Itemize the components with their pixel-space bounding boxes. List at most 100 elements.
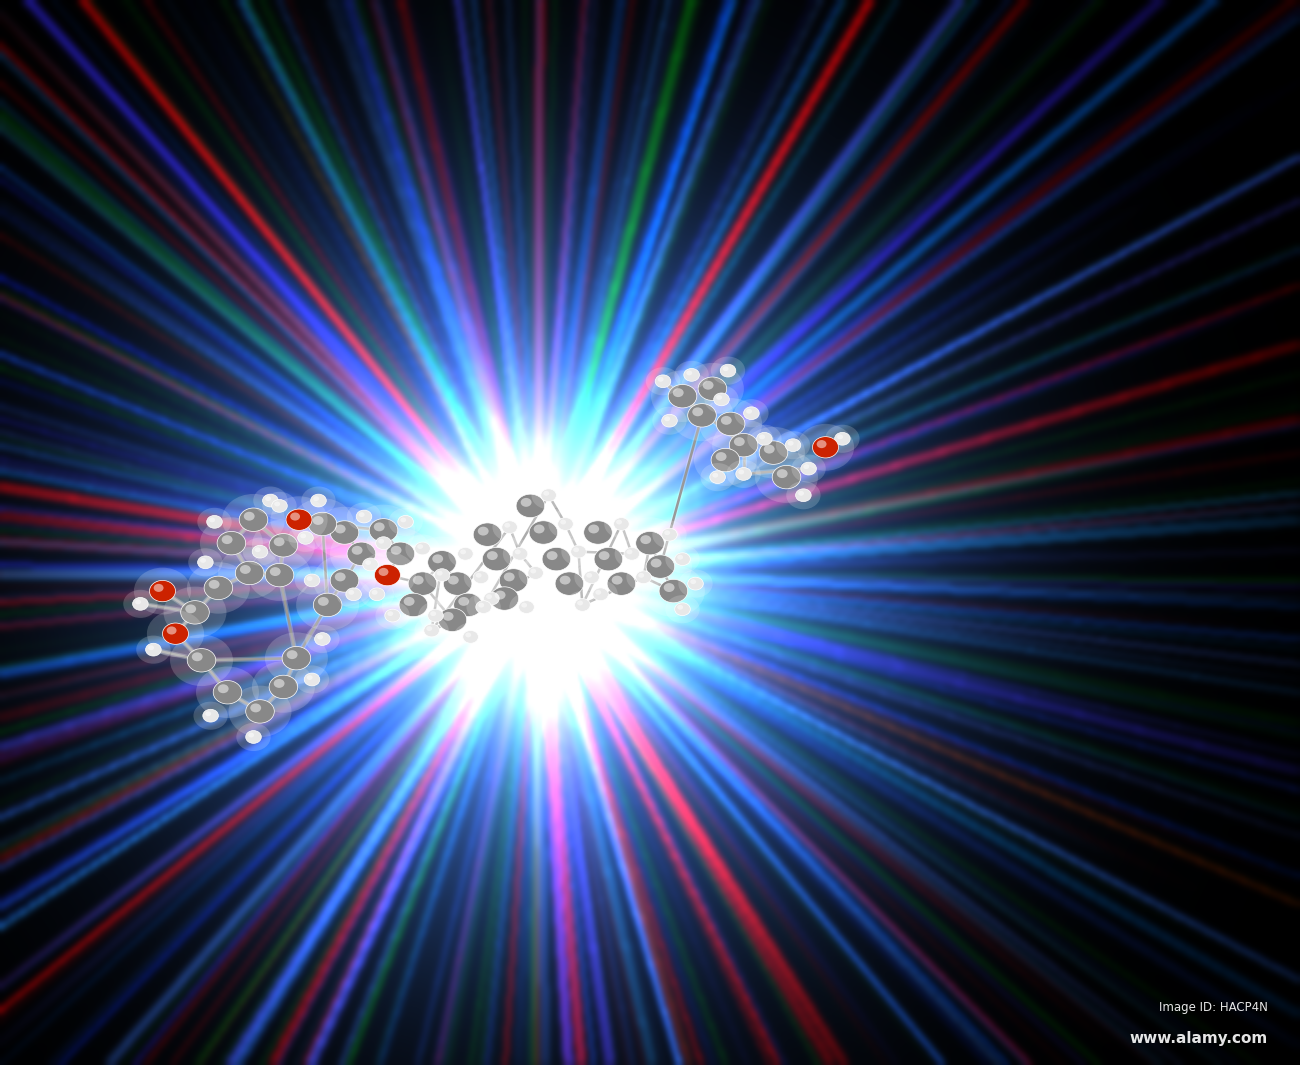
Circle shape xyxy=(272,499,287,512)
Circle shape xyxy=(181,601,209,624)
Circle shape xyxy=(382,579,445,630)
Circle shape xyxy=(218,547,281,599)
Circle shape xyxy=(759,435,764,439)
Circle shape xyxy=(243,538,277,566)
Circle shape xyxy=(757,432,772,445)
Circle shape xyxy=(835,432,850,445)
Circle shape xyxy=(530,569,536,573)
Circle shape xyxy=(359,552,416,599)
Circle shape xyxy=(187,649,216,672)
Circle shape xyxy=(265,633,328,684)
Circle shape xyxy=(495,591,506,600)
Circle shape xyxy=(619,518,681,569)
Circle shape xyxy=(698,377,727,400)
Circle shape xyxy=(317,635,322,639)
Circle shape xyxy=(677,605,683,609)
Circle shape xyxy=(529,521,558,544)
Circle shape xyxy=(712,420,775,471)
Circle shape xyxy=(356,510,372,523)
Circle shape xyxy=(136,636,170,663)
Circle shape xyxy=(459,597,469,606)
Circle shape xyxy=(738,470,744,474)
Circle shape xyxy=(255,547,260,552)
Circle shape xyxy=(313,507,376,558)
Circle shape xyxy=(363,558,378,571)
Circle shape xyxy=(391,558,454,609)
Circle shape xyxy=(290,512,300,521)
Circle shape xyxy=(200,558,205,562)
Circle shape xyxy=(263,492,296,520)
Circle shape xyxy=(716,395,722,399)
Circle shape xyxy=(482,555,545,606)
Circle shape xyxy=(282,646,311,670)
Circle shape xyxy=(438,608,467,632)
Circle shape xyxy=(512,507,575,558)
Circle shape xyxy=(311,494,326,507)
Circle shape xyxy=(727,460,760,488)
Circle shape xyxy=(367,529,400,557)
Circle shape xyxy=(187,562,250,613)
Circle shape xyxy=(443,612,454,621)
Circle shape xyxy=(207,515,222,528)
Circle shape xyxy=(437,579,499,630)
Circle shape xyxy=(411,537,473,588)
Circle shape xyxy=(664,584,675,592)
Circle shape xyxy=(265,563,294,587)
Circle shape xyxy=(690,579,696,584)
Circle shape xyxy=(627,550,632,554)
Circle shape xyxy=(186,605,196,613)
Circle shape xyxy=(360,580,394,608)
Circle shape xyxy=(688,404,716,427)
Circle shape xyxy=(558,518,573,530)
Circle shape xyxy=(252,545,268,558)
Circle shape xyxy=(474,585,508,612)
Circle shape xyxy=(298,531,313,544)
Circle shape xyxy=(798,491,803,495)
Circle shape xyxy=(204,576,233,600)
Circle shape xyxy=(289,524,322,552)
Circle shape xyxy=(560,576,571,585)
Circle shape xyxy=(677,555,683,559)
Circle shape xyxy=(673,389,684,397)
Circle shape xyxy=(150,580,176,602)
Circle shape xyxy=(716,412,745,436)
Circle shape xyxy=(614,518,629,530)
Circle shape xyxy=(547,552,558,560)
Circle shape xyxy=(671,390,733,441)
Circle shape xyxy=(124,590,157,618)
Circle shape xyxy=(486,594,491,599)
Circle shape xyxy=(604,510,638,538)
Circle shape xyxy=(337,580,370,608)
Circle shape xyxy=(532,481,566,509)
Circle shape xyxy=(646,367,680,395)
Circle shape xyxy=(465,633,471,637)
Circle shape xyxy=(664,530,670,535)
Circle shape xyxy=(352,505,415,556)
Circle shape xyxy=(694,435,757,486)
Circle shape xyxy=(387,611,393,616)
Circle shape xyxy=(573,547,578,552)
Circle shape xyxy=(567,507,629,558)
Circle shape xyxy=(286,509,312,530)
Circle shape xyxy=(577,601,582,605)
Circle shape xyxy=(627,563,660,591)
Circle shape xyxy=(378,539,383,543)
Circle shape xyxy=(369,588,385,601)
Circle shape xyxy=(198,508,231,536)
Circle shape xyxy=(252,520,315,571)
Circle shape xyxy=(777,470,788,478)
Circle shape xyxy=(313,555,376,606)
Circle shape xyxy=(744,407,759,420)
Circle shape xyxy=(716,453,727,461)
Circle shape xyxy=(406,535,439,562)
Circle shape xyxy=(274,502,280,506)
Circle shape xyxy=(313,496,318,501)
Circle shape xyxy=(274,538,285,546)
Circle shape xyxy=(164,587,226,638)
Circle shape xyxy=(209,580,220,589)
Circle shape xyxy=(595,590,601,594)
Circle shape xyxy=(755,452,818,503)
Circle shape xyxy=(512,547,528,560)
Circle shape xyxy=(729,433,758,457)
Circle shape xyxy=(148,645,153,650)
